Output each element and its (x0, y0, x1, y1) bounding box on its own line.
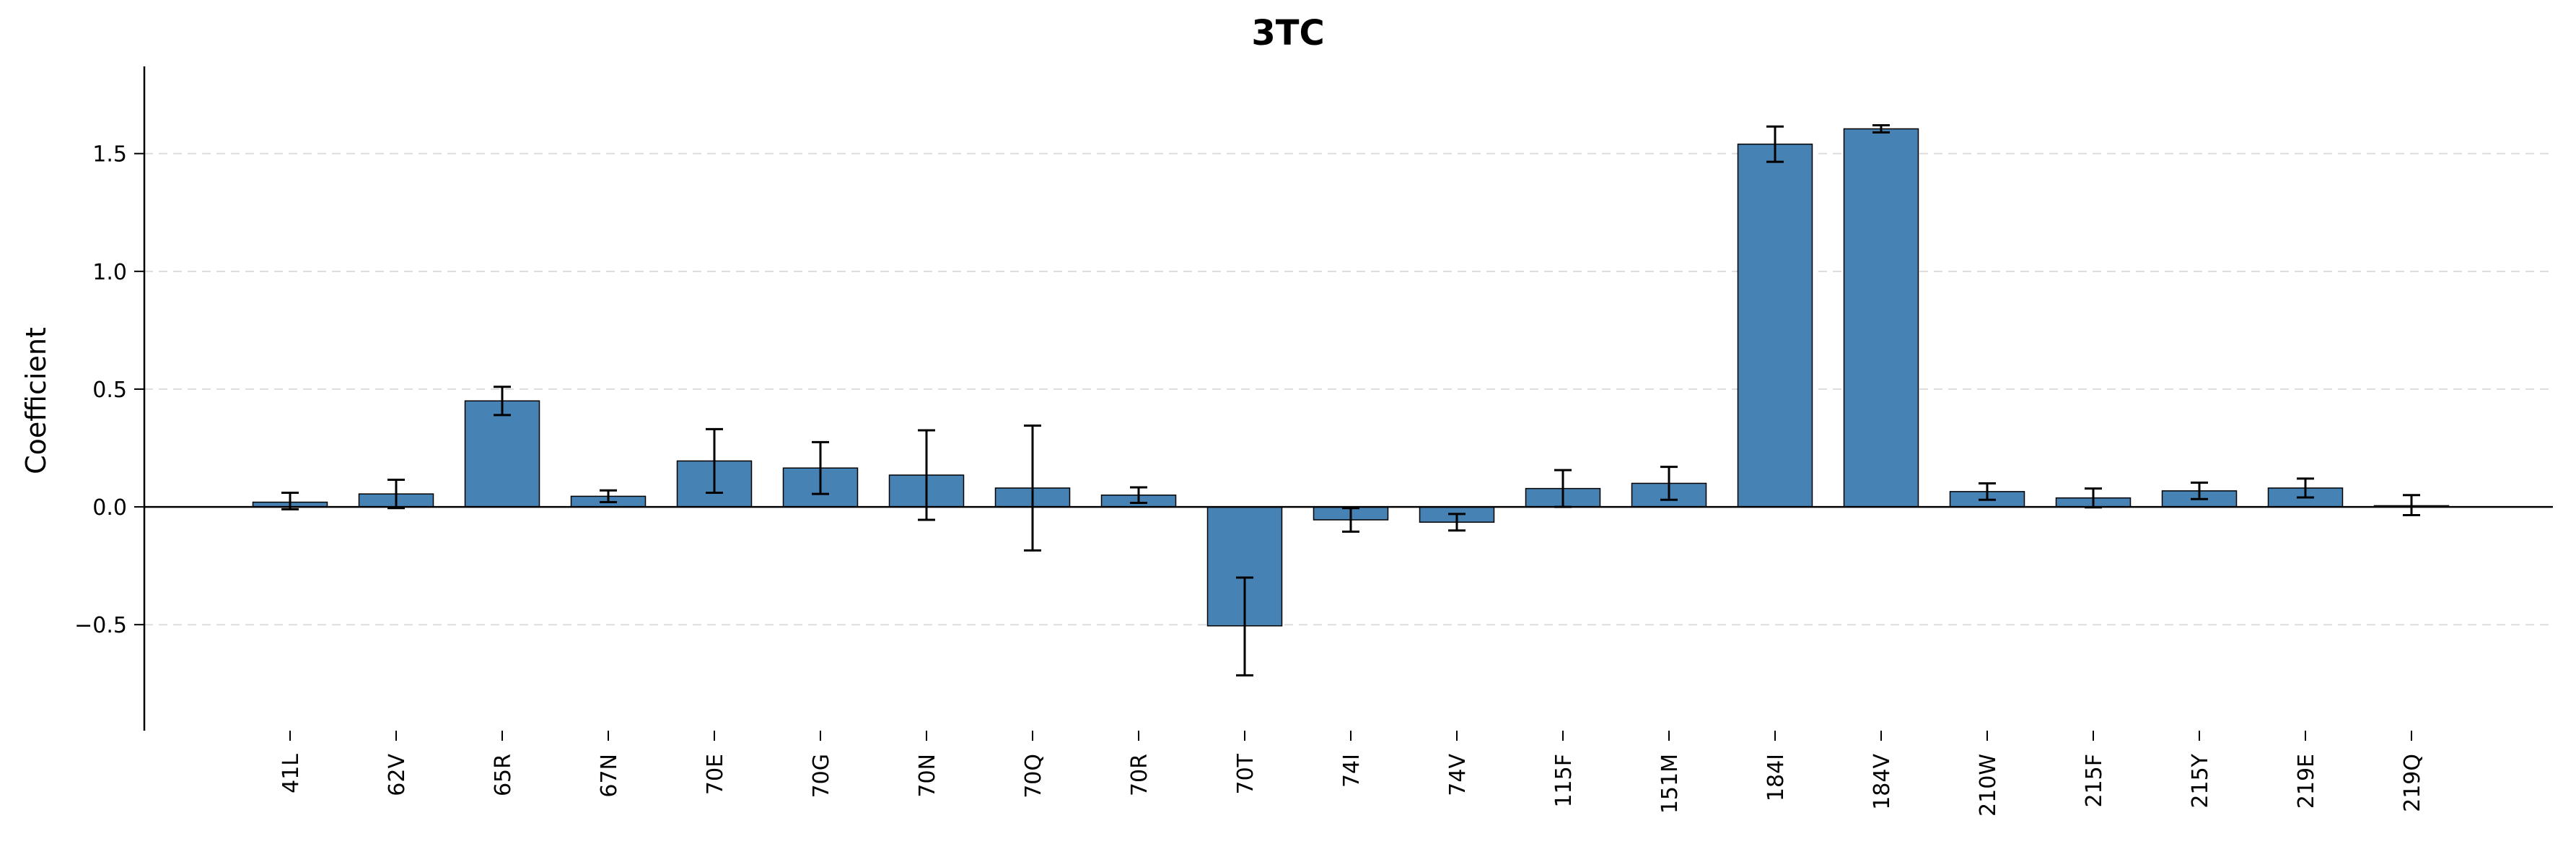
y-tick-label: 0.5 (92, 378, 127, 403)
x-tick-label: 74V (1445, 754, 1471, 796)
x-tick-label: 151M (1657, 754, 1683, 814)
bar (464, 400, 540, 508)
x-tick-label: 215Y (2188, 753, 2213, 808)
x-tick-label: 70R (1127, 754, 1152, 796)
x-tick-label: 70N (915, 754, 940, 798)
x-tick-label: 74I (1339, 754, 1364, 788)
x-tick-label: 62V (385, 754, 410, 796)
bar (1843, 128, 1919, 508)
x-tick-label: 184V (1870, 754, 1895, 810)
chart-title: 3TC (1251, 13, 1325, 53)
x-tick-label: 210W (1976, 754, 2001, 817)
x-tick-label: 219Q (2400, 754, 2425, 812)
y-tick-label: 1.0 (92, 260, 127, 285)
x-tick-label: 115F (1551, 754, 1577, 808)
x-tick-label: 70T (1233, 753, 1258, 794)
y-tick-label: −0.5 (74, 613, 127, 638)
y-tick-label: 1.5 (92, 142, 127, 168)
bar (1737, 143, 1813, 508)
x-tick-label: 219E (2294, 754, 2319, 809)
x-tick-label: 41L (279, 754, 304, 793)
x-tick-label: 67N (597, 754, 622, 798)
x-tick-label: 184I (1764, 754, 1789, 801)
x-tick-label: 65R (491, 754, 516, 796)
x-tick-label: 70Q (1021, 754, 1046, 799)
y-tick-label: 0.0 (92, 495, 127, 521)
x-tick-label: 70E (703, 754, 728, 795)
x-tick-label: 70G (809, 754, 834, 798)
x-tick-label: 215F (2082, 754, 2107, 808)
